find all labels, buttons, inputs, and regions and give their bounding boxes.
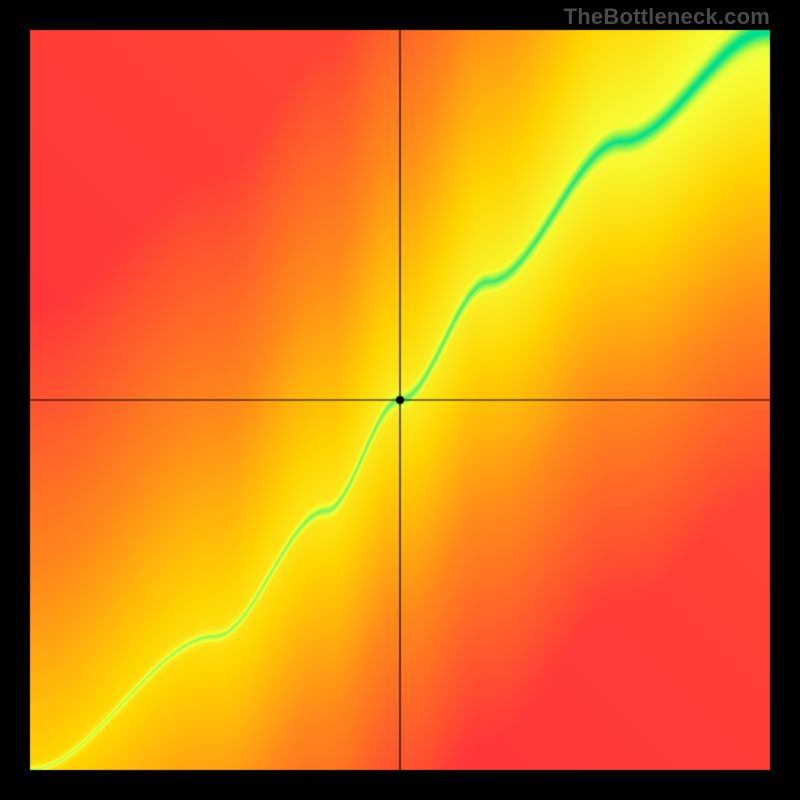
chart-frame: TheBottleneck.com [0,0,800,800]
watermark-text: TheBottleneck.com [564,4,770,30]
bottleneck-heatmap [0,0,800,800]
